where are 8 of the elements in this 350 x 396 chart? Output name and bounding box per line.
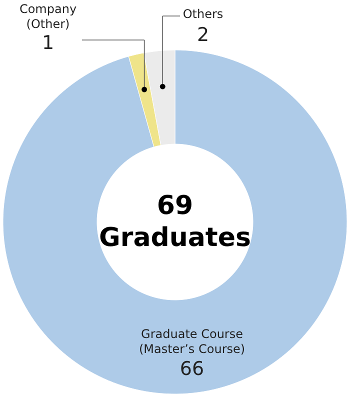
text: Graduates xyxy=(99,223,251,253)
data-label: 1 xyxy=(42,32,54,54)
slice-label: Others xyxy=(182,7,224,21)
slice-label: Company (Other) xyxy=(19,2,77,31)
slice-label: Graduate Course (Master’s Course) xyxy=(138,326,246,356)
data-label: 2 xyxy=(196,24,210,46)
text: 69 xyxy=(156,191,194,221)
data-label: 66 xyxy=(180,358,204,380)
